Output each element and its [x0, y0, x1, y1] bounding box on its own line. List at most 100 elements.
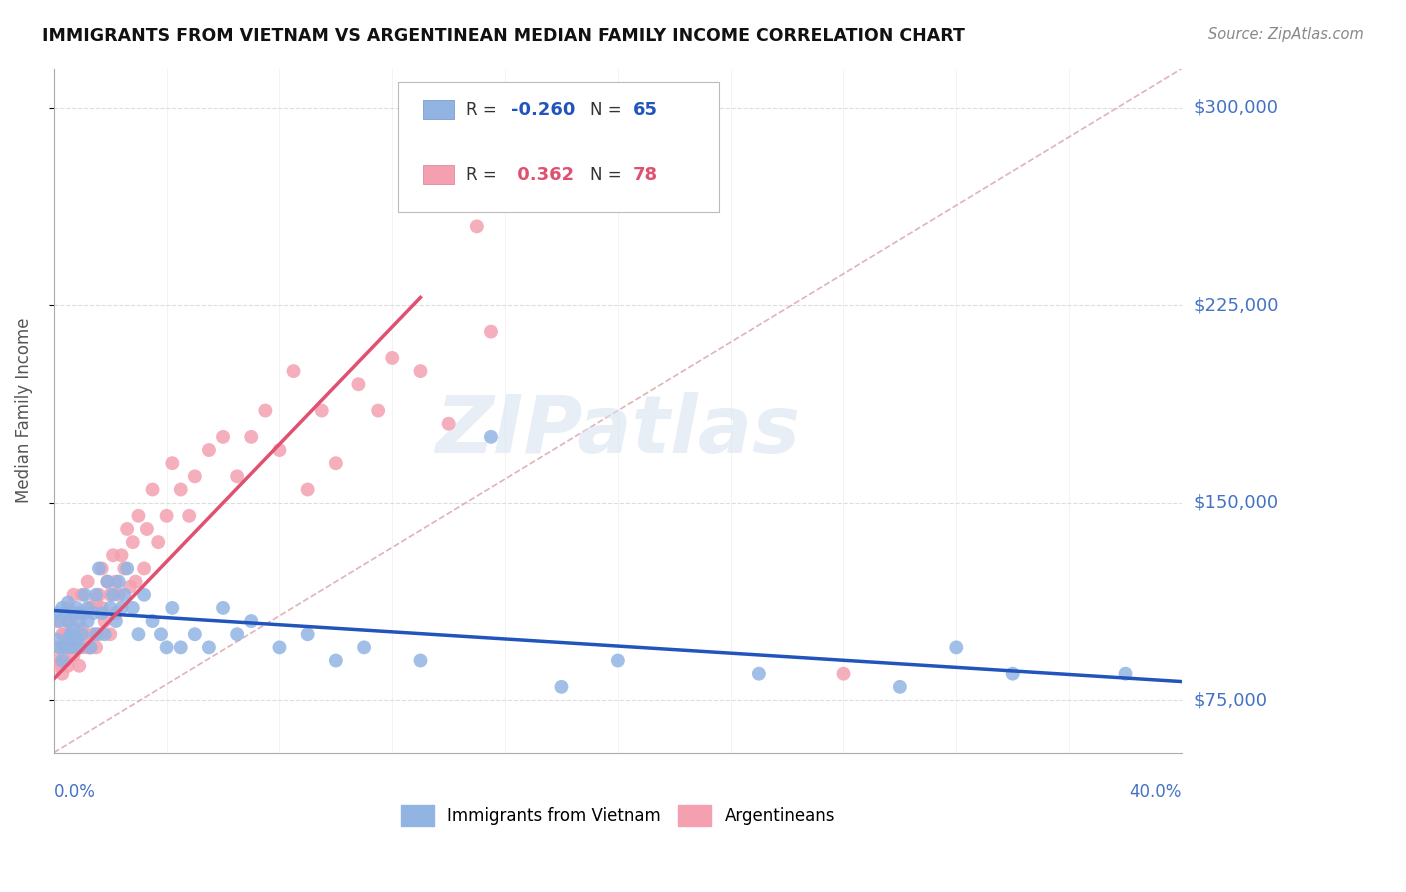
Point [184, 627, 207, 641]
Point [73, 632, 96, 647]
Point [170, 483, 193, 497]
Point [98, 601, 121, 615]
Point [832, 666, 855, 681]
Point [59, 614, 82, 628]
Point [96, 574, 118, 589]
Point [45, 654, 67, 668]
Point [135, 522, 157, 536]
Point [127, 508, 149, 523]
Text: N =: N = [589, 166, 627, 184]
Point [479, 430, 502, 444]
Text: IMMIGRANTS FROM VIETNAM VS ARGENTINEAN MEDIAN FAMILY INCOME CORRELATION CHART: IMMIGRANTS FROM VIETNAM VS ARGENTINEAN M… [42, 27, 965, 45]
Point [76, 601, 98, 615]
Text: $75,000: $75,000 [1194, 691, 1267, 709]
Point [84, 627, 107, 641]
Point [198, 640, 221, 655]
Point [51, 627, 73, 641]
FancyBboxPatch shape [423, 100, 454, 120]
Point [65, 632, 87, 647]
Point [76, 614, 98, 628]
Point [156, 640, 179, 655]
Point [132, 588, 155, 602]
Point [148, 535, 170, 549]
Point [170, 640, 193, 655]
Point [53, 654, 76, 668]
Point [437, 417, 460, 431]
Point [121, 601, 143, 615]
Point [56, 614, 79, 628]
Point [59, 640, 82, 655]
Point [53, 627, 76, 641]
Point [67, 658, 90, 673]
Point [90, 606, 112, 620]
Point [748, 666, 770, 681]
Point [62, 622, 84, 636]
Point [65, 640, 87, 655]
Point [53, 606, 76, 620]
Point [51, 640, 73, 655]
Point [150, 627, 173, 641]
Point [56, 614, 79, 628]
Point [79, 640, 101, 655]
Point [48, 640, 70, 655]
Point [409, 654, 432, 668]
Point [550, 680, 572, 694]
Point [297, 627, 319, 641]
Point [367, 403, 389, 417]
Point [240, 614, 263, 628]
Point [67, 614, 90, 628]
Point [226, 469, 249, 483]
Point [121, 535, 143, 549]
Point [45, 632, 67, 647]
Point [409, 364, 432, 378]
Point [132, 561, 155, 575]
Point [65, 601, 87, 615]
Point [82, 606, 104, 620]
Point [240, 430, 263, 444]
Text: $225,000: $225,000 [1194, 296, 1278, 314]
Point [115, 522, 138, 536]
Point [179, 508, 201, 523]
Text: 65: 65 [633, 101, 658, 119]
Point [1115, 666, 1137, 681]
Point [226, 627, 249, 641]
Point [56, 601, 79, 615]
Point [104, 614, 127, 628]
Point [98, 627, 121, 641]
Point [945, 640, 967, 655]
Point [198, 443, 221, 458]
Legend: Immigrants from Vietnam, Argentineans: Immigrants from Vietnam, Argentineans [394, 798, 842, 832]
Point [381, 351, 404, 365]
Text: R =: R = [465, 101, 502, 119]
FancyBboxPatch shape [423, 165, 454, 184]
Point [107, 574, 129, 589]
Point [84, 640, 107, 655]
Point [107, 588, 129, 602]
Point [269, 443, 291, 458]
Point [889, 680, 911, 694]
Point [70, 622, 93, 636]
Point [70, 627, 93, 641]
Point [90, 561, 112, 575]
Point [184, 469, 207, 483]
Point [104, 606, 127, 620]
Point [48, 658, 70, 673]
Point [70, 588, 93, 602]
Point [325, 654, 347, 668]
Point [59, 640, 82, 655]
Point [62, 648, 84, 663]
Point [606, 654, 628, 668]
Point [51, 601, 73, 615]
Point [87, 561, 110, 575]
Point [479, 325, 502, 339]
Point [56, 658, 79, 673]
Point [96, 574, 118, 589]
Point [297, 483, 319, 497]
Point [127, 627, 149, 641]
Point [48, 640, 70, 655]
Point [162, 601, 184, 615]
Point [56, 632, 79, 647]
Point [87, 588, 110, 602]
Point [347, 377, 370, 392]
Point [45, 606, 67, 620]
